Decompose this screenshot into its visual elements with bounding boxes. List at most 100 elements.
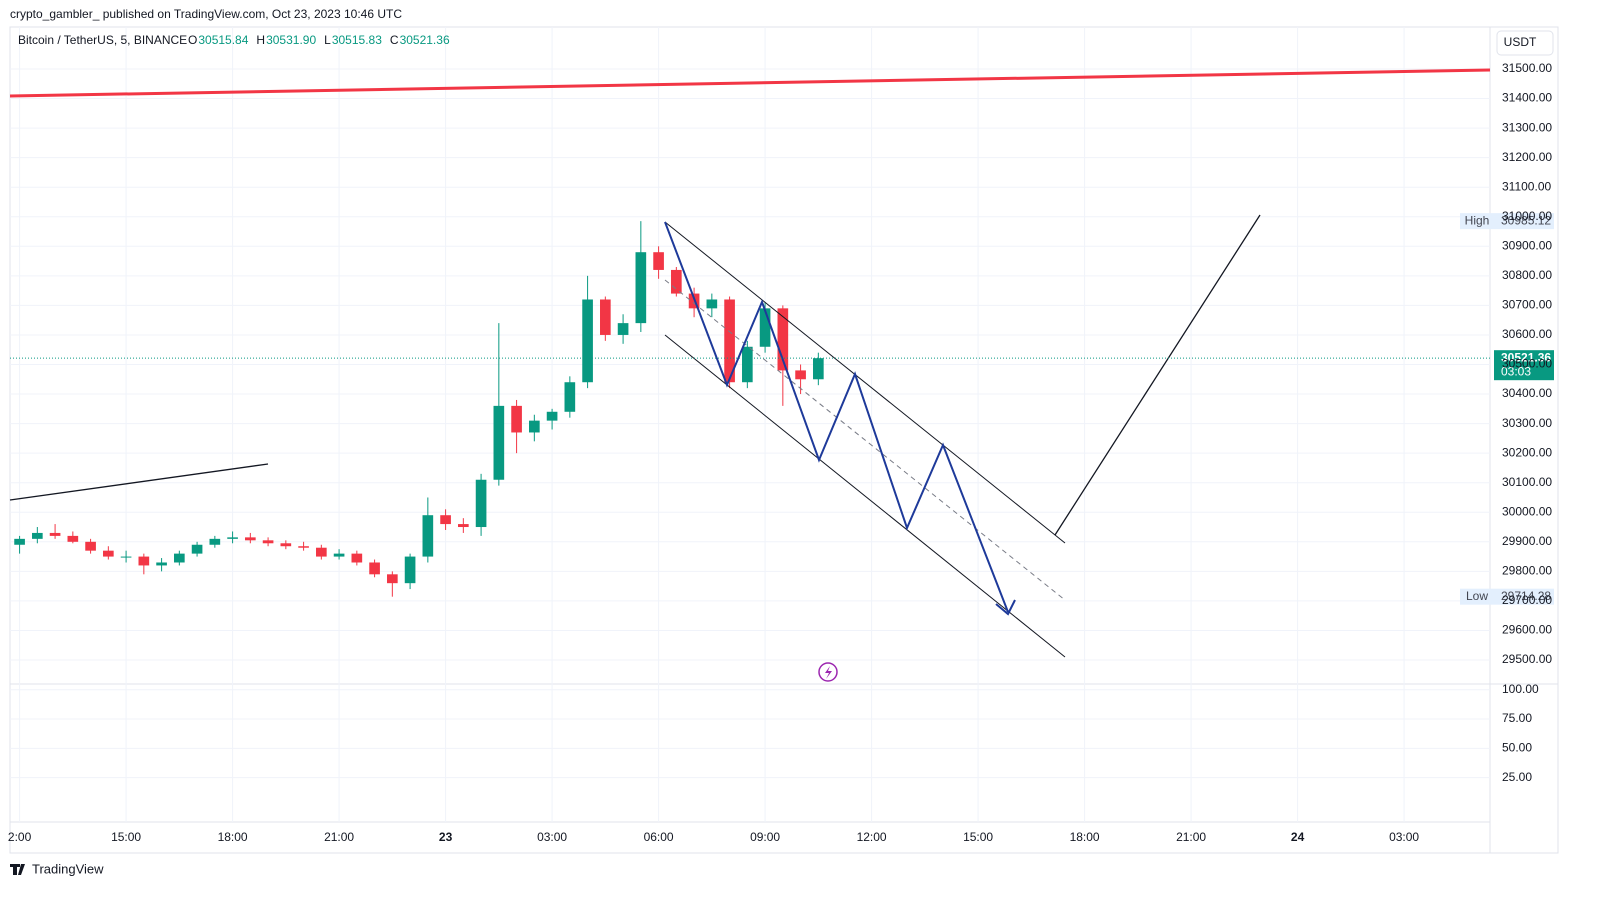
logo	[10, 864, 25, 875]
candle-body	[653, 252, 664, 270]
x-tick-label: 21:00	[324, 830, 354, 844]
x-tick-label: 06:00	[644, 830, 674, 844]
x-tick-label: 18:00	[1070, 830, 1100, 844]
candle-body	[795, 370, 806, 380]
channel-line	[664, 221, 1066, 544]
y-tick-label: 31100.00	[1502, 179, 1551, 193]
candle-body	[529, 420, 540, 433]
y-tick-label: 30600.00	[1502, 327, 1552, 341]
legend-letter: C	[390, 33, 399, 47]
candle-body	[742, 346, 753, 383]
y-tick-label: 31200.00	[1502, 150, 1552, 164]
y-tick-label: 30400.00	[1502, 386, 1552, 400]
y-tick-label: 30500.00	[1502, 357, 1552, 371]
y-tick-label: 29800.00	[1502, 564, 1552, 578]
low_marker-name: Low	[1466, 589, 1488, 603]
candle-body	[582, 299, 593, 383]
candle-body	[191, 544, 203, 554]
currency: USDT	[1504, 35, 1537, 49]
y-tick-label: 29500.00	[1502, 652, 1552, 666]
arrow-head	[995, 599, 1016, 616]
candle-body	[174, 553, 185, 563]
candle-body	[511, 405, 522, 433]
candle-body	[404, 556, 416, 584]
x-tick-label: 24	[1291, 830, 1305, 844]
candle-body	[103, 550, 114, 557]
candle-body	[120, 556, 132, 558]
candle-body	[724, 299, 735, 383]
candle-body	[316, 547, 327, 557]
candle-body	[245, 537, 256, 541]
candle-body	[209, 538, 221, 545]
y-tick-label: 30700.00	[1502, 298, 1552, 312]
candle-body	[458, 524, 469, 528]
y-tick-label: 31500.00	[1502, 61, 1552, 75]
brand: TradingView	[32, 861, 104, 876]
candle-body	[280, 543, 292, 547]
candle-body	[369, 562, 380, 575]
trend-line	[9, 463, 269, 501]
event-bolt	[825, 666, 832, 679]
candle-body	[14, 538, 25, 545]
candle-body	[138, 556, 150, 566]
projection-path	[664, 221, 1009, 613]
symbol: Bitcoin / TetherUS, 5, BINANCE	[18, 33, 187, 47]
candle-body	[600, 299, 611, 335]
candles	[14, 221, 824, 597]
y-tick-label: 30200.00	[1502, 445, 1552, 459]
y-tick-label: 30800.00	[1502, 268, 1552, 282]
candle-body	[333, 553, 345, 557]
low_marker-box	[1460, 588, 1494, 605]
candle-body	[32, 532, 43, 539]
x-tick-label: 15:00	[111, 830, 141, 844]
y-tick-label: 31300.00	[1502, 120, 1552, 134]
y-tick-label: 29900.00	[1502, 534, 1552, 548]
y-tick-label: 100.00	[1502, 682, 1539, 696]
ohlc-legend: O 30515.84 H 30531.90 L 30515.83 C 30521.36	[188, 33, 450, 47]
candle-body	[387, 574, 398, 584]
y-tick-label: 50.00	[1502, 741, 1532, 755]
candle-body	[617, 323, 629, 335]
x-tick-label: 23	[439, 830, 453, 844]
legend-value: 30521.36	[400, 33, 450, 47]
y-tick-label: 30300.00	[1502, 416, 1552, 430]
channel-line	[664, 334, 1066, 658]
candle-body	[67, 535, 79, 542]
y-tick-label: 31400.00	[1502, 91, 1552, 105]
high_marker-value: 30985.12	[1501, 213, 1551, 227]
x-tick-label: 18:00	[218, 830, 248, 844]
candle-body	[298, 546, 309, 548]
y-tick-label: 30100.00	[1502, 475, 1552, 489]
high_marker-name: High	[1465, 213, 1490, 227]
legend-letter: O	[188, 33, 197, 47]
candle-body	[493, 405, 505, 480]
low_marker-value-box	[1494, 588, 1554, 605]
drawings	[9, 68, 1491, 682]
candle-body	[546, 411, 558, 421]
y-tick-label: 25.00	[1502, 770, 1532, 784]
candle-body	[85, 541, 96, 551]
currency-box[interactable]	[1496, 30, 1554, 56]
candle-body	[813, 358, 824, 380]
legend-value: 30531.90	[266, 33, 316, 47]
y-tick-label: 29600.00	[1502, 623, 1552, 637]
candle-body	[759, 308, 771, 347]
x-tick-label: 12:00	[857, 830, 887, 844]
legend-value: 30515.83	[332, 33, 382, 47]
candle-body	[475, 479, 487, 528]
publisher: crypto_gambler_ published on TradingView…	[10, 7, 402, 21]
candle-body	[635, 252, 647, 324]
frame	[9, 26, 1559, 854]
trend-line	[9, 68, 1491, 98]
y-tick-label: 31000.00	[1502, 209, 1552, 223]
countdown: 03:03	[1501, 364, 1531, 378]
candle-body	[156, 562, 167, 566]
x-tick-label: 03:00	[537, 830, 567, 844]
legend-letter: L	[324, 33, 331, 47]
x-tick-label: 03:00	[1389, 830, 1419, 844]
event-icon[interactable]	[818, 662, 838, 682]
candle-body	[671, 269, 682, 294]
